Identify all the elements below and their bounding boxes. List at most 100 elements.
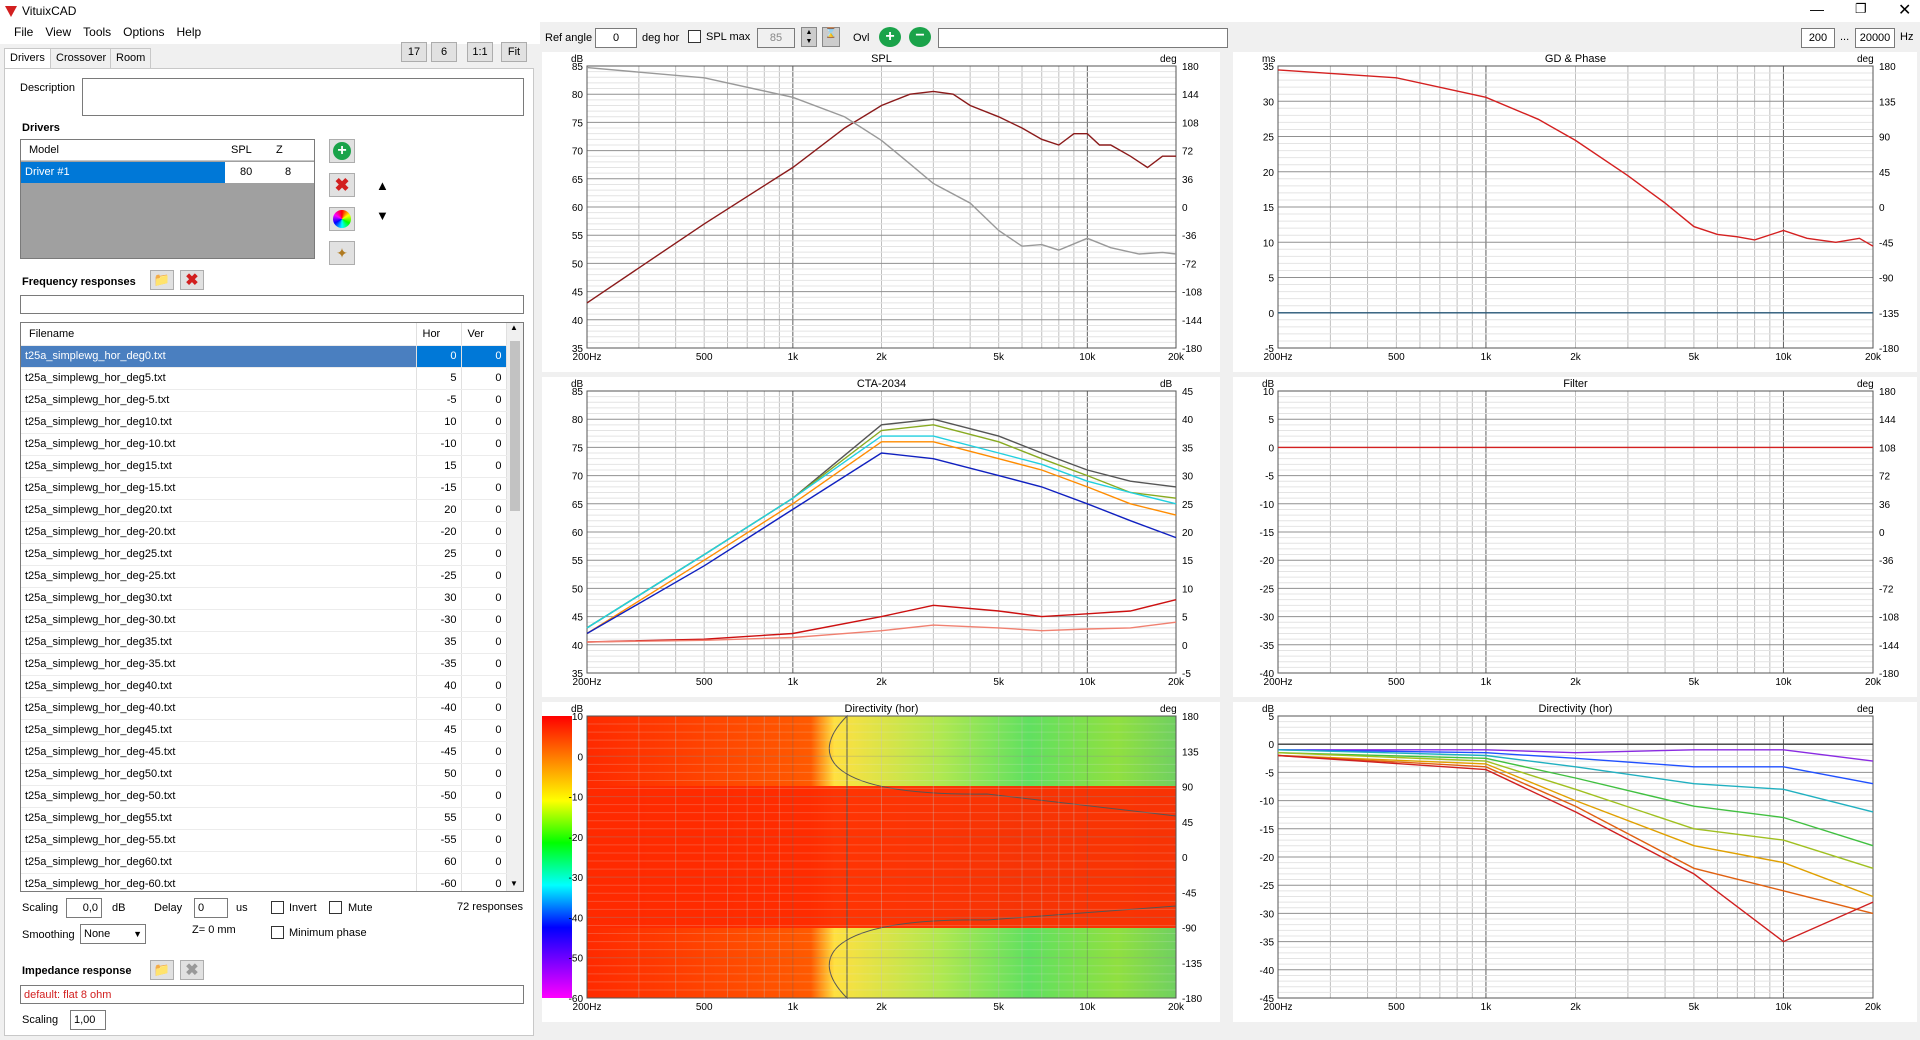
row-ver: 0 <box>461 675 507 698</box>
scroll-thumb[interactable] <box>510 341 520 511</box>
y2-tick-label: -108 <box>1879 613 1899 624</box>
y-tick-label: 0 <box>1268 309 1274 320</box>
table-row[interactable]: t25a_simplewg_hor_deg20.txt 20 0 <box>21 499 507 522</box>
ref-angle-input[interactable]: 0 <box>595 28 637 48</box>
scroll-up-icon[interactable]: ▲ <box>510 323 518 332</box>
scaling-input[interactable]: 0,0 <box>66 898 102 918</box>
zoom-fit-button[interactable]: Fit <box>501 42 527 62</box>
series-line-sound-power <box>586 452 1177 635</box>
table-row[interactable]: t25a_simplewg_hor_deg-5.txt -5 0 <box>21 389 507 412</box>
y-tick-label: 55 <box>572 556 584 567</box>
row-filename: t25a_simplewg_hor_deg-55.txt <box>21 829 417 852</box>
smoothing-select[interactable]: None ▼ <box>80 924 146 944</box>
hourglass-icon[interactable]: ⌛ <box>822 27 840 47</box>
impedance-field[interactable]: default: flat 8 ohm <box>20 985 524 1004</box>
spl-max-input[interactable]: 85 <box>757 28 795 48</box>
table-row[interactable]: t25a_simplewg_hor_deg-40.txt -40 0 <box>21 697 507 720</box>
remove-impedance-button[interactable]: ✖ <box>180 960 204 980</box>
table-row[interactable]: t25a_simplewg_hor_deg-45.txt -45 0 <box>21 741 507 764</box>
row-hor: 15 <box>416 455 462 478</box>
menu-help[interactable]: Help <box>176 25 202 39</box>
mute-checkbox[interactable] <box>329 901 342 914</box>
table-row[interactable]: t25a_simplewg_hor_deg10.txt 10 0 <box>21 411 507 434</box>
y-tick-label: 35 <box>572 344 584 355</box>
driver-row[interactable] <box>21 162 225 183</box>
table-row[interactable]: t25a_simplewg_hor_deg15.txt 15 0 <box>21 455 507 478</box>
directivity-heatmap: Directivity (hor) dB deg 10 0 -10 -20 -30 -40 -50… <box>542 702 1220 1022</box>
table-row[interactable]: t25a_simplewg_hor_deg30.txt 30 0 <box>21 587 507 610</box>
table-row[interactable]: t25a_simplewg_hor_deg35.txt 35 0 <box>21 631 507 654</box>
y-tick-label: 5 <box>1268 712 1274 723</box>
table-row[interactable]: t25a_simplewg_hor_deg45.txt 45 0 <box>21 719 507 742</box>
fmax-input[interactable]: 20000 <box>1855 28 1895 48</box>
tab-crossover[interactable]: Crossover <box>50 48 113 68</box>
row-hor: -10 <box>416 433 462 456</box>
zoom-6-button[interactable]: 6 <box>431 42 457 62</box>
zoom-1-1-button[interactable]: 1:1 <box>467 42 493 62</box>
plot-frame <box>1277 390 1874 674</box>
add-overlay-icon[interactable]: + <box>879 27 901 47</box>
row-ver: 0 <box>461 455 507 478</box>
freq-scrollbar[interactable]: ▲ ▼ <box>507 323 523 891</box>
table-row[interactable]: t25a_simplewg_hor_deg-50.txt -50 0 <box>21 785 507 808</box>
remove-driver-button[interactable]: ✖ <box>329 173 355 197</box>
zoom-17-button[interactable]: 17 <box>401 42 427 62</box>
driver-spl[interactable]: 80 <box>240 166 253 178</box>
spl-stepper[interactable]: ▲ ▼ <box>801 27 817 47</box>
table-row[interactable]: t25a_simplewg_hor_deg5.txt 5 0 <box>21 367 507 390</box>
scroll-down-icon[interactable]: ▼ <box>510 879 518 888</box>
fmin-input[interactable]: 200 <box>1801 28 1835 48</box>
table-row[interactable]: t25a_simplewg_hor_deg40.txt 40 0 <box>21 675 507 698</box>
wizard-button[interactable]: ✦ <box>329 241 355 265</box>
driver-z[interactable]: 8 <box>285 166 292 178</box>
table-row[interactable]: t25a_simplewg_hor_deg-35.txt -35 0 <box>21 653 507 676</box>
ref-angle-label: Ref angle <box>545 32 593 44</box>
table-row[interactable]: t25a_simplewg_hor_deg55.txt 55 0 <box>21 807 507 830</box>
menu-options[interactable]: Options <box>123 25 165 39</box>
open-freq-button[interactable]: 📁 <box>150 270 174 290</box>
spl-max-checkbox[interactable] <box>688 30 701 43</box>
minphase-checkbox[interactable] <box>271 926 284 939</box>
table-row[interactable]: t25a_simplewg_hor_deg-60.txt -60 0 <box>21 873 507 891</box>
open-impedance-button[interactable]: 📁 <box>150 960 174 980</box>
table-row[interactable]: t25a_simplewg_hor_deg25.txt 25 0 <box>21 543 507 566</box>
move-down-icon[interactable]: ▼ <box>376 208 389 223</box>
table-row[interactable]: t25a_simplewg_hor_deg-15.txt -15 0 <box>21 477 507 500</box>
table-row[interactable]: t25a_simplewg_hor_deg-10.txt -10 0 <box>21 433 507 456</box>
menu-tools[interactable]: Tools <box>83 25 112 39</box>
table-row[interactable]: t25a_simplewg_hor_deg-20.txt -20 0 <box>21 521 507 544</box>
table-row[interactable]: t25a_simplewg_hor_deg-55.txt -55 0 <box>21 829 507 852</box>
close-icon[interactable]: ✕ <box>1898 2 1912 19</box>
table-row[interactable]: t25a_simplewg_hor_deg-25.txt -25 0 <box>21 565 507 588</box>
row-filename: t25a_simplewg_hor_deg-50.txt <box>21 785 417 808</box>
menu-file[interactable]: File <box>14 25 34 39</box>
tab-drivers[interactable]: Drivers <box>4 48 51 68</box>
table-row[interactable]: t25a_simplewg_hor_deg60.txt 60 0 <box>21 851 507 874</box>
freq-filter-field[interactable] <box>20 295 524 314</box>
color-button[interactable] <box>329 207 355 231</box>
col-hor: Hor <box>416 323 462 346</box>
menu-view[interactable]: View <box>45 25 72 39</box>
add-driver-button[interactable]: + <box>329 139 355 163</box>
overlay-field[interactable] <box>938 28 1228 48</box>
remove-freq-button[interactable]: ✖ <box>180 270 204 290</box>
table-row[interactable]: t25a_simplewg_hor_deg-30.txt -30 0 <box>21 609 507 632</box>
tab-room[interactable]: Room <box>110 48 152 68</box>
table-row[interactable]: t25a_simplewg_hor_deg50.txt 50 0 <box>21 763 507 786</box>
description-field[interactable] <box>82 78 524 116</box>
y2-tick-label: 108 <box>1879 443 1896 454</box>
remove-overlay-icon[interactable]: − <box>909 27 931 47</box>
restore-icon[interactable]: ❐ <box>1855 1 1867 16</box>
invert-checkbox[interactable] <box>271 901 284 914</box>
scaling-unit: dB <box>112 902 126 914</box>
table-row[interactable]: t25a_simplewg_hor_deg0.txt 0 0 <box>21 345 507 368</box>
x-tick-label: 5k <box>1689 1002 1701 1013</box>
imp-scaling-input[interactable]: 1,00 <box>70 1010 106 1030</box>
delay-input[interactable]: 0 <box>194 898 228 918</box>
minimize-icon[interactable]: — <box>1810 1 1824 17</box>
delete-icon: ✖ <box>185 272 199 289</box>
series-line-spl <box>586 90 1176 304</box>
row-hor: 30 <box>416 587 462 610</box>
move-up-icon[interactable]: ▲ <box>376 178 389 193</box>
y-tick-label: -40 <box>569 913 584 924</box>
